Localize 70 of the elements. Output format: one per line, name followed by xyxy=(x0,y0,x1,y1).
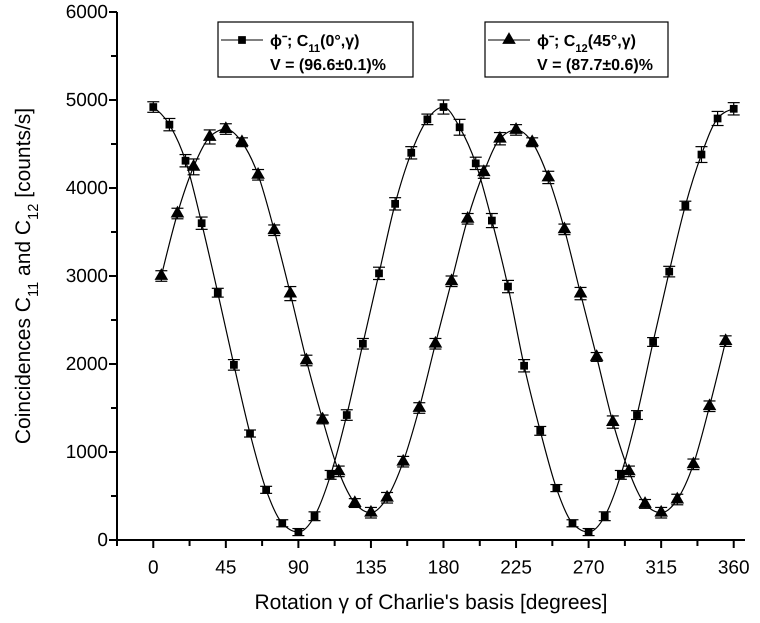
point xyxy=(542,170,556,182)
legend-label: ϕ⁻; C$_{12}$(45°,γ) xyxy=(537,33,636,55)
point xyxy=(472,159,480,168)
point xyxy=(375,269,383,278)
point xyxy=(235,134,249,146)
annotation: V = (87.7±0.6)% xyxy=(537,57,653,74)
point xyxy=(246,430,254,438)
point xyxy=(568,519,576,528)
x-tick-label: 315 xyxy=(645,558,678,579)
y-tick-label: 1000 xyxy=(66,442,108,464)
point xyxy=(525,134,539,146)
x-tick-label: 225 xyxy=(500,558,532,579)
point xyxy=(520,362,528,370)
point xyxy=(202,129,217,141)
x-tick-label: 180 xyxy=(428,558,460,579)
point xyxy=(342,411,351,419)
point xyxy=(182,156,190,165)
point xyxy=(488,216,496,224)
x-tick-label: 90 xyxy=(288,558,309,579)
point xyxy=(456,123,464,132)
y-tick-label: 4000 xyxy=(66,178,108,200)
point xyxy=(698,150,706,158)
point xyxy=(638,496,652,508)
point xyxy=(590,349,604,361)
point xyxy=(166,120,174,129)
point xyxy=(198,219,206,228)
point xyxy=(294,528,302,536)
y-tick-label: 6000 xyxy=(66,2,108,24)
point xyxy=(262,486,270,494)
point xyxy=(730,104,738,113)
x-tick-label: 135 xyxy=(355,558,387,579)
point xyxy=(477,164,491,176)
point xyxy=(359,340,367,348)
y-tick-label: 0 xyxy=(97,530,108,552)
legend-label: ϕ⁻; C$_{11}$(0°,γ) xyxy=(270,33,360,55)
point xyxy=(407,148,416,157)
x-tick-label: 270 xyxy=(572,558,604,579)
point xyxy=(316,412,330,424)
x-axis-title: Rotation γ of Charlie's basis [degrees] xyxy=(254,591,608,614)
point xyxy=(665,268,674,276)
point xyxy=(574,286,588,298)
point xyxy=(186,159,200,171)
point xyxy=(230,361,238,369)
point xyxy=(348,495,362,507)
x-tick-label: 45 xyxy=(215,558,236,579)
point xyxy=(600,512,609,520)
point xyxy=(584,528,592,536)
y-tick-label: 3000 xyxy=(66,266,108,288)
point xyxy=(284,286,298,298)
point xyxy=(214,288,222,297)
point xyxy=(278,519,286,528)
point xyxy=(310,512,318,520)
point xyxy=(391,200,399,208)
x-tick-label: 0 xyxy=(148,558,159,579)
point xyxy=(149,103,158,111)
point xyxy=(633,411,641,419)
point xyxy=(504,282,512,290)
point xyxy=(606,414,620,426)
point xyxy=(649,338,657,346)
annotation: V = (96.6±0.1)% xyxy=(270,57,386,74)
point xyxy=(493,130,507,143)
point xyxy=(536,427,544,435)
x-tick-label: 360 xyxy=(718,558,750,579)
point xyxy=(552,484,560,492)
y-tick-label: 2000 xyxy=(66,354,108,376)
y-tick-label: 5000 xyxy=(66,90,108,112)
point xyxy=(681,202,690,210)
point xyxy=(714,114,722,122)
point xyxy=(440,103,448,111)
point xyxy=(424,115,432,124)
